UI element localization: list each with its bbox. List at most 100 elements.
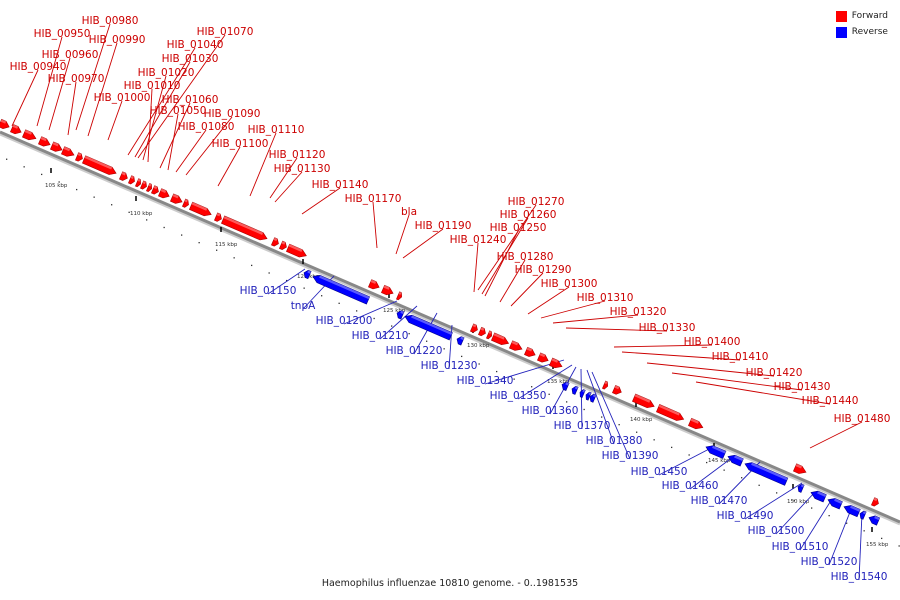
gene-highlight [77,152,82,157]
gene-label: HIB_01470 [691,495,748,507]
forward-gene [170,193,183,204]
minor-tick [811,507,813,509]
forward-gene [793,463,807,474]
minor-tick [216,249,218,251]
legend-reverse-label: Reverse [851,27,888,37]
gene-label: HIB_01220 [386,345,443,357]
gene-highlight [153,185,158,190]
leader-line [137,34,226,159]
tick-label: 145 kbp [708,458,731,464]
gene-body [368,279,380,290]
gene-highlight [873,497,878,502]
leader-line [517,364,573,400]
gene-label: HIB_01120 [269,149,326,161]
leader-line [379,305,418,340]
gene-body [61,146,75,157]
leader-line [580,368,583,430]
gene-body [119,171,128,181]
leader-line [613,344,713,348]
gene-highlight [582,389,586,393]
leader-line [775,491,816,535]
gene-body [396,291,402,301]
gene-body [589,393,597,403]
gene-body [50,141,63,152]
leader-line [249,132,277,197]
leader-line [527,286,570,315]
gene-body [793,463,807,474]
tick-label: 150 kbp [787,499,810,505]
minor-tick [478,363,480,365]
minor-tick [881,537,883,540]
gene-body [82,155,117,175]
genome-caption: Haemophilus influenzae 10810 genome. - 0… [321,578,579,589]
minor-tick [23,166,25,168]
leader-line [343,300,398,325]
gene-label: HIB_01010 [124,80,181,92]
gene-body [524,346,536,357]
gene-body [38,136,51,147]
gene-body [656,404,685,421]
tick-label: 155 kbp [866,542,889,548]
forward-gene [214,212,222,222]
reverse-gene [810,490,827,503]
gene-highlight [574,386,579,390]
gene-body [151,185,159,195]
forward-gene [368,279,380,290]
minor-tick [653,439,655,441]
gene-highlight [84,155,113,170]
minor-tick [356,310,358,312]
leader-line [11,69,39,127]
forward-gene [486,330,492,340]
gene-body [744,462,789,486]
reverse-gene [744,462,789,486]
gene-label: HIB_01370 [554,420,611,432]
gene-label: HIB_00970 [48,73,105,85]
forward-gene [381,284,394,296]
gene-body [579,389,586,398]
minor-tick [723,469,725,471]
gene-label: HIB_01380 [586,435,643,447]
gene-label: HIB_01030 [162,53,219,65]
minor-tick [776,492,778,494]
gene-label: HIB_01420 [746,367,803,379]
gene-label: HIB_01170 [345,193,402,205]
minor-tick [111,204,113,206]
gene-label: HIB_01350 [490,390,547,402]
gene-highlight [565,382,570,386]
minor-tick [461,355,463,358]
forward-gene [612,384,622,395]
gene-highlight [63,146,71,152]
gene-body [271,237,279,247]
gene-highlight [40,136,47,142]
forward-gene [151,185,159,195]
reverse-gene [456,336,465,346]
gene-highlight [24,129,33,135]
reverse-gene [727,454,744,467]
leader-line [484,230,519,297]
leader-line [395,214,410,255]
gene-label: HIB_01510 [772,541,829,553]
gene-highlight [12,124,19,129]
gene-highlight [370,279,377,284]
reverse-gene [585,391,592,401]
gene-body [135,178,141,188]
gene-highlight [511,340,519,346]
tick-label: 115 kbp [215,242,238,248]
gene-highlight [551,358,559,363]
tick-label: 130 kbp [467,343,490,349]
minor-tick [286,279,288,282]
gene-highlight [690,418,699,424]
leader-line [413,312,438,355]
gene-body [189,201,212,217]
minor-tick [548,393,550,395]
label-leaders [11,23,863,581]
leader-line [828,506,853,566]
gene-highlight [121,171,126,176]
minor-tick [6,158,8,160]
minor-tick [268,272,270,274]
gene-highlight [281,241,286,245]
forward-gene [602,380,608,390]
gene-highlight [216,212,221,217]
forward-gene [279,240,287,250]
gene-label: HIB_01080 [178,121,235,133]
